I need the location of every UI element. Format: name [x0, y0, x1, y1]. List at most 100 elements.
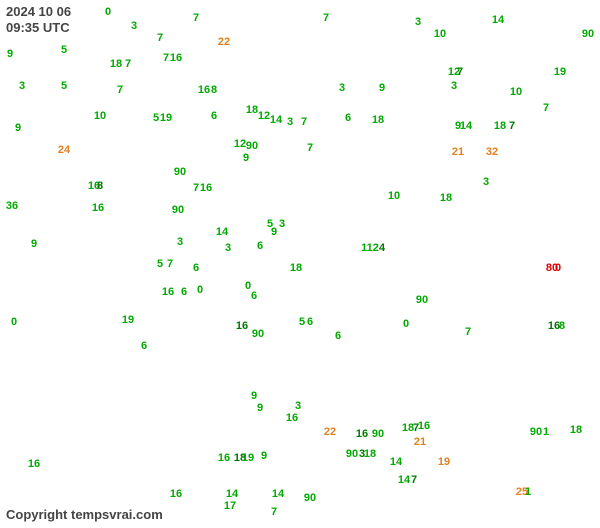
data-point: 8	[211, 84, 217, 96]
data-point: 5	[299, 316, 305, 328]
data-point: 12	[234, 138, 246, 150]
data-point: 1	[543, 426, 549, 438]
data-point: 0	[197, 284, 203, 296]
data-point: 14	[270, 114, 282, 126]
data-point: 18	[290, 262, 302, 274]
data-point: 3	[339, 82, 345, 94]
data-point: 16	[92, 202, 104, 214]
data-point: 21	[452, 146, 464, 158]
data-point: 16	[200, 182, 212, 194]
data-point: 6	[345, 112, 351, 124]
data-point: 14	[226, 488, 238, 500]
data-point: 3	[131, 20, 137, 32]
data-point: 18	[364, 448, 376, 460]
data-point: 0	[11, 316, 17, 328]
data-point: 90	[530, 426, 542, 438]
data-point: 7	[543, 102, 549, 114]
data-point: 9	[251, 390, 257, 402]
data-point: 3	[483, 176, 489, 188]
data-point: 16	[356, 428, 368, 440]
data-point: 18	[494, 120, 506, 132]
data-point: 3	[279, 218, 285, 230]
data-point: 6	[193, 262, 199, 274]
data-point: 7	[193, 12, 199, 24]
data-point: 10	[510, 86, 522, 98]
data-point: 9	[243, 152, 249, 164]
data-point: 6	[181, 286, 187, 298]
data-point: 14	[460, 120, 472, 132]
data-point: 6	[257, 240, 263, 252]
data-point: 90	[582, 28, 594, 40]
data-point: 22	[218, 36, 230, 48]
date-line: 2024 10 06	[6, 4, 71, 20]
data-point: 16	[418, 420, 430, 432]
data-point: 10	[94, 110, 106, 122]
data-point: 18	[570, 424, 582, 436]
data-point: 1	[525, 486, 531, 498]
data-point: 6	[141, 340, 147, 352]
data-point: 16	[170, 52, 182, 64]
data-point: 3	[287, 116, 293, 128]
data-point: 16	[286, 412, 298, 424]
data-point: 90	[416, 294, 428, 306]
time-line: 09:35 UTC	[6, 20, 71, 36]
data-point: 7	[509, 120, 515, 132]
data-point: 0	[105, 6, 111, 18]
data-point: 5	[153, 112, 159, 124]
data-point: 5	[61, 44, 67, 56]
data-point: 6	[307, 316, 313, 328]
data-point: 90	[252, 328, 264, 340]
data-point: 19	[160, 112, 172, 124]
data-point: 7	[307, 142, 313, 154]
data-point: 18	[246, 104, 258, 116]
data-point: 19	[242, 452, 254, 464]
data-point: 10	[434, 28, 446, 40]
data-point: 3	[295, 400, 301, 412]
data-point: 16	[28, 458, 40, 470]
data-point: 9	[15, 122, 21, 134]
data-point: 19	[122, 314, 134, 326]
data-point: 19	[438, 456, 450, 468]
data-point: 14	[216, 226, 228, 238]
data-point: 90	[372, 428, 384, 440]
data-point: 7	[125, 58, 131, 70]
data-point: 17	[224, 500, 236, 512]
data-point: 0	[555, 262, 561, 274]
data-point: 7	[117, 84, 123, 96]
data-point: 90	[304, 492, 316, 504]
data-point: 7	[157, 32, 163, 44]
data-point: 9	[7, 48, 13, 60]
data-point: 7	[457, 66, 463, 78]
data-point: 6	[335, 330, 341, 342]
data-point: 3	[225, 242, 231, 254]
data-point: 18	[372, 114, 384, 126]
data-point: 32	[486, 146, 498, 158]
data-point: 90	[246, 140, 258, 152]
data-point: 14	[492, 14, 504, 26]
data-point: 10	[388, 190, 400, 202]
data-point: 14	[272, 488, 284, 500]
data-point: 7	[465, 326, 471, 338]
data-point: 3	[451, 80, 457, 92]
data-point: 9	[271, 226, 277, 238]
data-point: 4	[379, 242, 385, 254]
data-point: 16	[162, 286, 174, 298]
data-point: 14	[390, 456, 402, 468]
data-point: 14	[398, 474, 410, 486]
data-point: 3	[415, 16, 421, 28]
data-point: 36	[6, 200, 18, 212]
data-point: 19	[554, 66, 566, 78]
data-point: 24	[58, 144, 70, 156]
map-canvas: 2024 10 06 09:35 UTC 0377731014909518771…	[0, 0, 600, 528]
data-point: 16	[170, 488, 182, 500]
copyright-text: Copyright tempsvrai.com	[6, 507, 163, 522]
data-point: 18	[440, 192, 452, 204]
data-point: 16	[236, 320, 248, 332]
data-point: 90	[174, 166, 186, 178]
data-point: 21	[414, 436, 426, 448]
data-point: 22	[324, 426, 336, 438]
data-point: 112	[361, 242, 379, 254]
data-point: 90	[346, 448, 358, 460]
data-point: 18	[110, 58, 122, 70]
data-point: 7	[167, 258, 173, 270]
